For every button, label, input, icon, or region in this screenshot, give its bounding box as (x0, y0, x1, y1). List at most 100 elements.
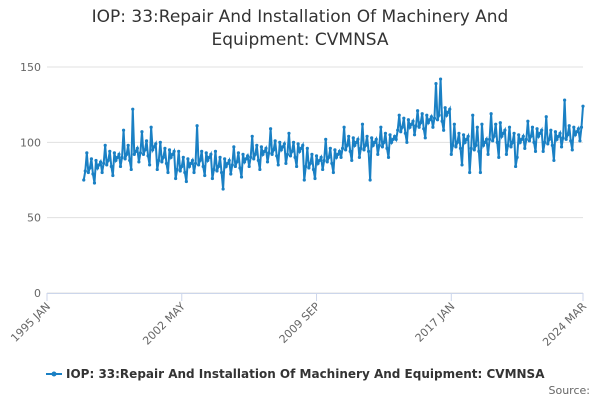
point (189, 161, 193, 166)
point (213, 149, 218, 153)
point (324, 137, 328, 141)
point (146, 154, 150, 158)
point (377, 143, 381, 147)
point (278, 140, 282, 144)
point (152, 145, 156, 149)
point (477, 149, 481, 153)
point (221, 187, 225, 191)
point (498, 121, 502, 125)
point (465, 137, 469, 141)
point (373, 140, 377, 144)
point (314, 154, 319, 158)
point (301, 143, 305, 147)
point (466, 134, 470, 138)
point (321, 167, 325, 172)
point (367, 149, 371, 153)
point (252, 157, 256, 161)
point (212, 167, 216, 172)
point (555, 137, 559, 141)
point (445, 113, 449, 117)
point (174, 176, 178, 181)
point (183, 170, 187, 175)
point (103, 143, 107, 147)
point (527, 139, 532, 143)
point (578, 139, 582, 143)
point (353, 143, 357, 147)
point (172, 149, 176, 153)
point (556, 134, 561, 138)
point (397, 113, 401, 117)
point (458, 146, 463, 150)
point (302, 178, 306, 182)
point (409, 122, 414, 126)
point (262, 149, 267, 153)
point (569, 139, 573, 143)
point (443, 106, 447, 110)
point (348, 149, 352, 153)
point (192, 170, 196, 175)
point (517, 133, 521, 137)
point (137, 160, 141, 164)
point (331, 170, 335, 175)
point (144, 139, 149, 143)
point (368, 178, 372, 182)
chart-title: IOP: 33:Repair And Installation Of Machi… (91, 7, 509, 50)
point (241, 152, 245, 156)
point (385, 146, 389, 150)
point (138, 151, 143, 155)
point (154, 142, 158, 146)
point (442, 128, 446, 132)
point (342, 125, 346, 129)
point (282, 142, 286, 146)
point (507, 125, 512, 129)
x-tick-label: 2017 JAN (413, 300, 458, 345)
point (546, 142, 550, 146)
point (388, 133, 392, 137)
point (258, 167, 262, 172)
point (259, 145, 263, 149)
point (121, 128, 126, 132)
point (536, 134, 541, 138)
point (201, 164, 205, 169)
point (143, 148, 147, 152)
point (402, 116, 406, 120)
point (448, 107, 452, 111)
point (363, 143, 368, 147)
point (509, 145, 513, 149)
point (132, 152, 136, 156)
point (417, 125, 421, 129)
point (157, 158, 161, 163)
point (131, 107, 135, 111)
point (422, 127, 426, 131)
point (429, 115, 433, 119)
point (216, 164, 221, 169)
point (223, 157, 227, 161)
point (120, 155, 124, 159)
point (112, 151, 116, 155)
point (428, 118, 432, 122)
point (544, 115, 548, 119)
point (129, 167, 133, 172)
point (340, 146, 345, 150)
point (371, 143, 375, 147)
point (491, 139, 495, 143)
point (290, 149, 294, 153)
point (425, 113, 429, 117)
point (100, 170, 104, 175)
point (380, 145, 384, 149)
point (246, 154, 250, 158)
point (219, 170, 224, 175)
point (506, 143, 510, 147)
point (207, 155, 211, 159)
point (431, 125, 435, 129)
point (403, 131, 407, 135)
point (576, 127, 581, 131)
point (272, 148, 276, 152)
point (247, 164, 251, 169)
point (460, 163, 464, 167)
point (285, 152, 290, 156)
point (267, 151, 271, 155)
point (494, 122, 498, 126)
